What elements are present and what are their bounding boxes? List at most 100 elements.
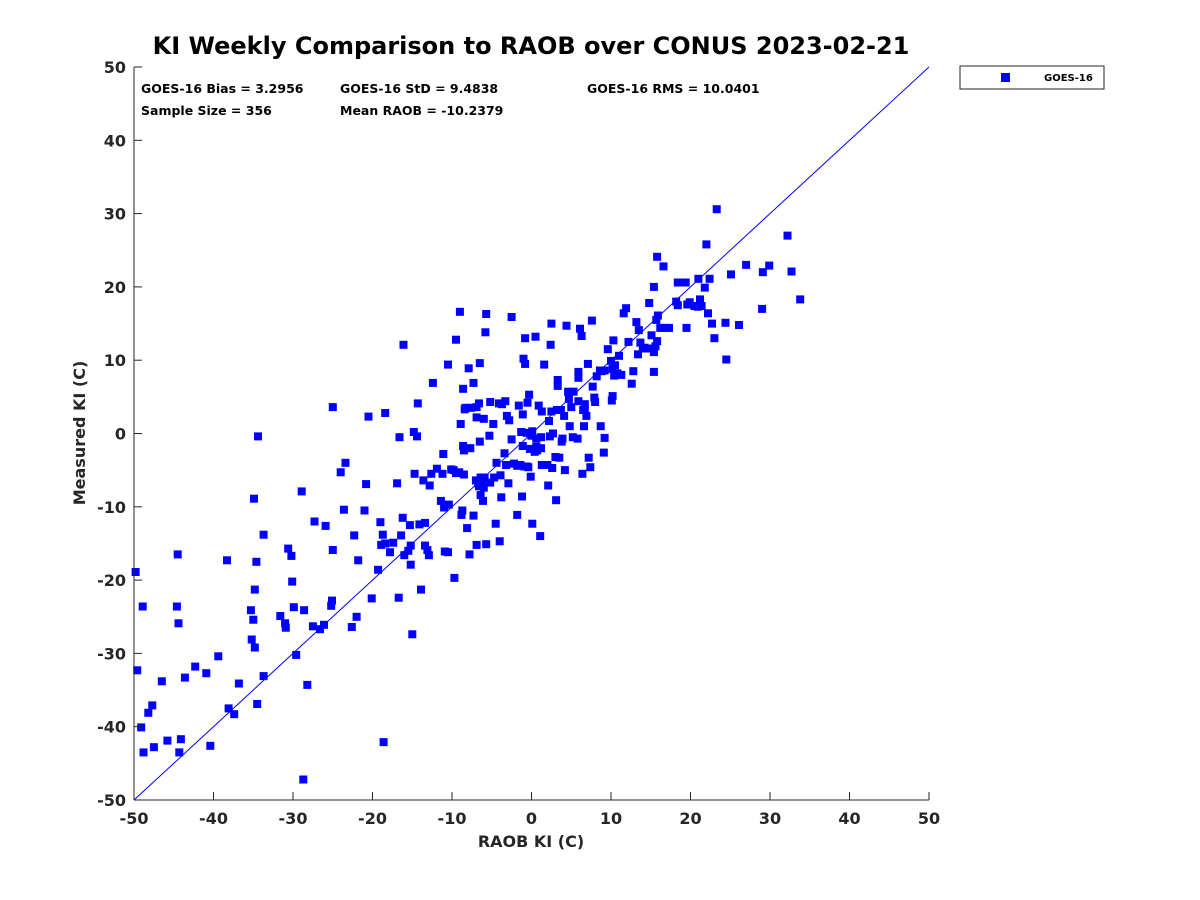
- data-point: [472, 413, 481, 422]
- data-point: [292, 650, 301, 659]
- data-point: [413, 399, 422, 408]
- data-point: [607, 396, 616, 405]
- data-point: [590, 393, 599, 402]
- data-point: [148, 701, 157, 710]
- data-point: [534, 401, 543, 410]
- data-point: [645, 299, 654, 307]
- data-point: [528, 519, 537, 528]
- data-point: [339, 505, 348, 514]
- data-point: [486, 478, 495, 487]
- data-point: [459, 470, 468, 479]
- data-point: [580, 405, 589, 414]
- data-point: [528, 427, 537, 436]
- data-point: [708, 319, 716, 328]
- data-point: [404, 546, 413, 555]
- data-point: [138, 602, 147, 611]
- data-point: [440, 503, 449, 512]
- data-point: [439, 450, 448, 458]
- data-point: [652, 315, 661, 324]
- y-tick-label: 0: [115, 425, 126, 444]
- data-point: [405, 521, 414, 530]
- data-point: [514, 401, 523, 410]
- data-point: [250, 494, 258, 503]
- data-point: [479, 496, 487, 505]
- y-tick-label: 40: [104, 131, 126, 150]
- data-point: [609, 336, 618, 345]
- data-point: [424, 551, 433, 560]
- data-point: [399, 340, 408, 349]
- data-point: [507, 435, 516, 444]
- data-point: [653, 311, 662, 320]
- data-point: [172, 602, 181, 611]
- data-point: [649, 367, 658, 376]
- data-point: [310, 517, 319, 526]
- data-point: [548, 464, 557, 472]
- data-point: [284, 544, 293, 553]
- data-point: [316, 625, 324, 634]
- data-point: [591, 398, 600, 406]
- data-point: [482, 310, 491, 318]
- data-point: [289, 603, 298, 612]
- stat-sample-size: Sample Size = 356: [141, 103, 272, 118]
- data-point: [303, 680, 312, 689]
- data-point: [297, 487, 306, 496]
- x-tick-label: -10: [438, 809, 467, 828]
- data-point: [526, 472, 535, 481]
- data-point: [432, 464, 441, 473]
- data-point: [787, 267, 796, 276]
- data-point: [540, 360, 549, 369]
- data-point: [461, 403, 470, 412]
- data-point: [587, 316, 596, 325]
- data-point: [472, 540, 481, 549]
- data-point: [230, 710, 239, 719]
- data-point: [580, 400, 589, 409]
- data-point: [505, 416, 514, 425]
- data-point: [300, 606, 309, 615]
- y-tick-label: -30: [97, 644, 126, 663]
- data-point: [649, 282, 658, 291]
- data-point: [536, 532, 545, 541]
- data-point: [144, 708, 153, 717]
- data-point: [634, 350, 642, 359]
- data-point: [696, 295, 704, 304]
- x-axis-title: RAOB KI (C): [478, 832, 584, 851]
- data-point: [137, 723, 146, 732]
- data-point: [175, 748, 184, 757]
- data-point: [507, 313, 516, 321]
- data-point: [651, 342, 660, 351]
- data-point: [362, 480, 371, 489]
- data-point: [629, 367, 638, 376]
- data-point: [622, 304, 631, 313]
- data-point: [287, 551, 296, 560]
- y-tick-label: -40: [97, 718, 126, 737]
- y-tick-label: -20: [97, 571, 126, 590]
- data-point: [501, 397, 510, 406]
- y-axis-ticks: -50 -40 -30 -20 -10 0 10 20 30 40 50: [97, 58, 142, 810]
- x-tick-label: 10: [600, 809, 622, 828]
- data-point: [459, 446, 468, 455]
- data-point: [537, 407, 546, 416]
- data-point: [518, 442, 527, 450]
- data-point: [253, 700, 262, 708]
- data-point: [600, 433, 609, 442]
- data-point: [476, 491, 485, 500]
- x-tick-label: 40: [838, 809, 860, 828]
- data-point: [547, 407, 556, 416]
- data-point: [234, 679, 243, 688]
- data-point: [556, 406, 565, 414]
- data-point: [475, 437, 484, 446]
- data-point: [560, 466, 569, 475]
- data-point: [327, 601, 336, 610]
- data-point: [444, 360, 452, 369]
- x-tick-label: -30: [279, 809, 308, 828]
- data-point: [495, 537, 504, 546]
- data-point: [381, 409, 390, 417]
- data-point: [421, 518, 429, 527]
- data-point: [518, 492, 526, 501]
- data-point: [480, 473, 489, 482]
- data-point: [519, 354, 528, 363]
- data-point: [710, 334, 719, 343]
- data-point: [560, 411, 569, 420]
- data-point: [497, 493, 506, 502]
- data-point: [400, 551, 409, 560]
